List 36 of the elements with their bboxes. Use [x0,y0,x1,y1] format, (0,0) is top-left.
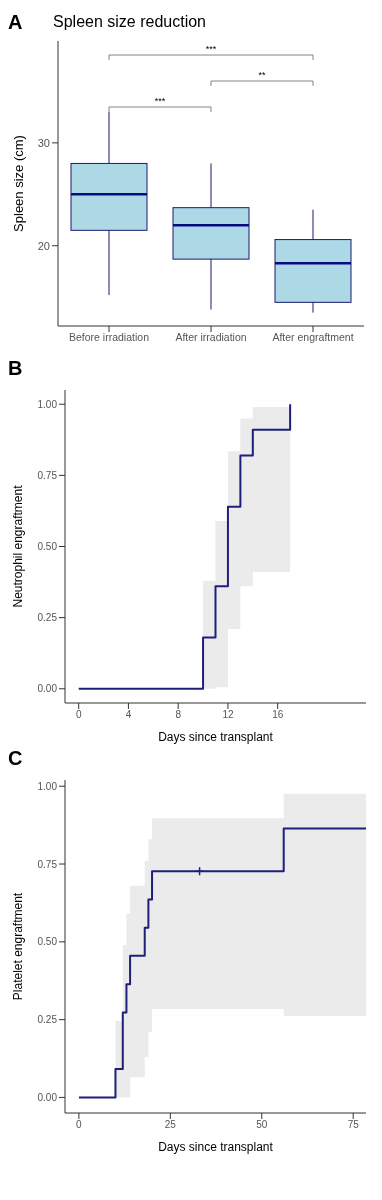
y-tick-label: 1.00 [37,398,58,410]
annotation: *** [205,44,217,54]
chart-title: Spleen size reduction [53,13,206,31]
x-tick-label: 75 [347,1119,360,1131]
x-tick-label: 8 [175,709,182,721]
y-tick-label: 0.75 [37,469,58,481]
y-axis-title: Neutrophil engraftment [11,484,26,608]
x-tick-label: 0 [76,1119,83,1131]
y-tick-label: 0.50 [37,541,58,553]
x-tick-label: 4 [125,709,132,721]
y-axis-title: Spleen size (cm) [10,135,26,232]
x-tick-label: Before irradiation [69,331,150,344]
y-tick-label: 0.50 [37,936,58,948]
y-axis-title: Platelet engraftment [11,892,26,1001]
y-tick-label: 0.25 [37,612,58,624]
text: C [8,746,24,770]
text: B [8,356,24,380]
x-axis-title: Days since transplant [158,730,274,744]
y-tick-label: 0.75 [37,858,58,870]
y-tick-label: 1.00 [37,780,58,792]
x-tick-label: 50 [256,1119,268,1131]
annotation: *** [154,96,166,106]
x-tick-label: 0 [75,709,82,721]
y-tick-label: 0.00 [37,683,58,695]
x-tick-label: 12 [222,709,234,721]
text: A [8,10,24,34]
y-tick-label: 30 [37,136,50,149]
x-tick-label: 25 [164,1119,177,1131]
annotation: ** [258,70,266,80]
y-tick-label: 0.25 [37,1014,58,1026]
x-tick-label: 16 [272,709,284,721]
x-axis-title: Days since transplant [158,1140,274,1154]
y-tick-label: 20 [37,239,50,252]
x-tick-label: After engraftment [272,331,354,344]
y-tick-label: 0.00 [37,1091,58,1103]
x-tick-label: After irradiation [175,331,247,344]
